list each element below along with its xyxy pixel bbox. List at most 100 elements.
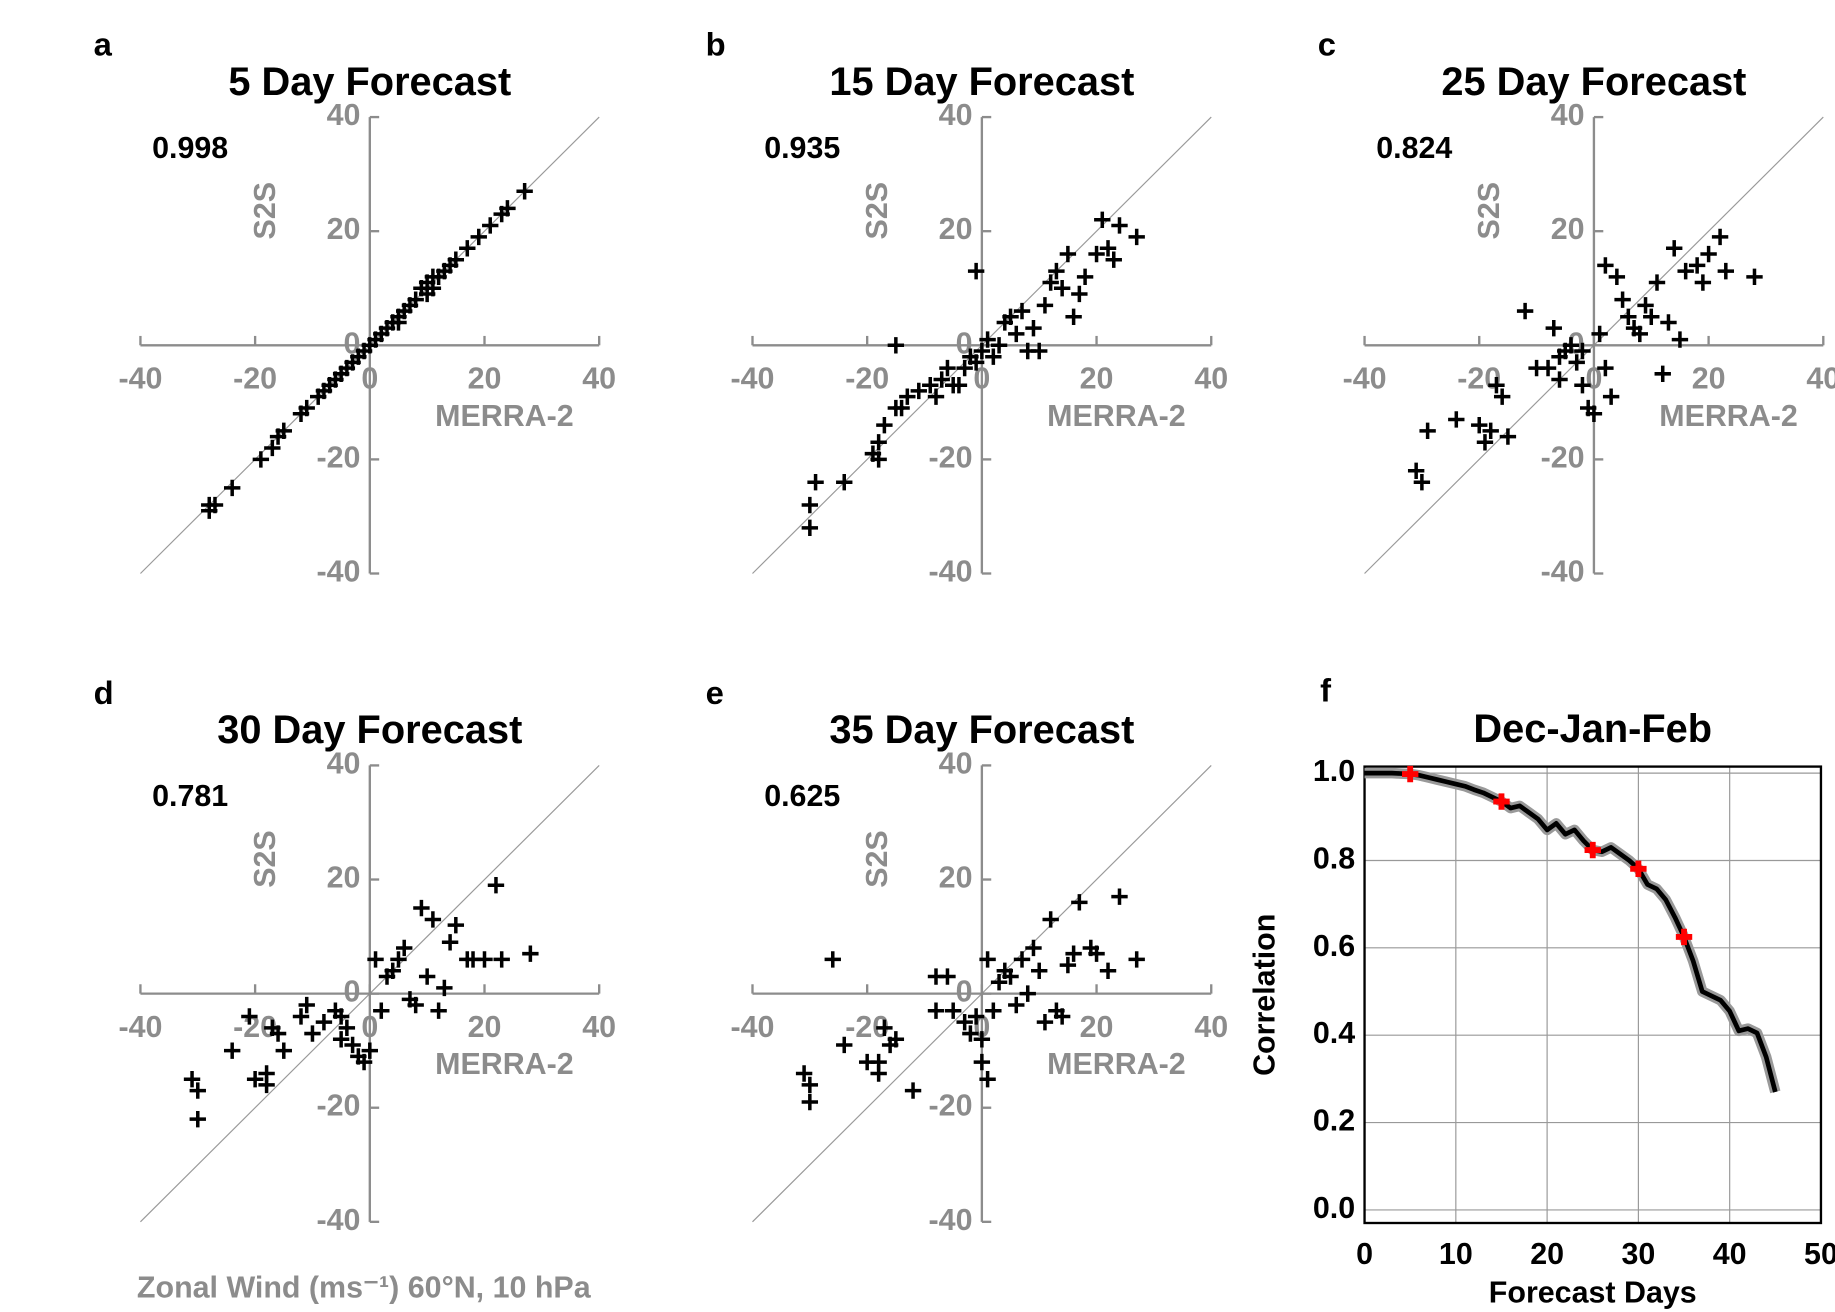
marker	[1008, 325, 1025, 343]
x-tick-label: 0	[1356, 1237, 1373, 1271]
y-tick-label: 0.4	[1313, 1016, 1355, 1050]
marker	[1574, 342, 1591, 360]
y-tick-label: 40	[939, 746, 973, 780]
marker	[801, 496, 819, 514]
marker	[223, 479, 241, 497]
marker	[396, 939, 413, 957]
panel-label: d	[94, 674, 114, 711]
marker	[516, 183, 533, 200]
annotation: 0.998	[152, 131, 228, 165]
chart-title: 25 Day Forecast	[1441, 60, 1746, 104]
marker	[1076, 268, 1094, 286]
y-tick-label: 0.6	[1313, 929, 1355, 963]
y-tick-label: 1.0	[1313, 754, 1355, 788]
marker	[424, 911, 442, 928]
chart-title: Dec-Jan-Feb	[1473, 707, 1712, 751]
marker	[258, 1076, 275, 1094]
marker	[1608, 268, 1626, 286]
x-tick-label: 20	[1692, 361, 1726, 395]
marker	[904, 1082, 922, 1099]
x-axis-label: MERRA-2	[1047, 1047, 1186, 1081]
x-tick-label: 40	[582, 1010, 616, 1044]
x-tick-label: 40	[1713, 1237, 1747, 1271]
marker	[927, 388, 945, 405]
y-tick-label: 20	[939, 212, 973, 246]
marker	[298, 399, 315, 417]
marker	[436, 979, 453, 997]
marker	[1574, 377, 1591, 394]
marker	[1591, 325, 1608, 343]
marker	[973, 342, 991, 360]
marker	[887, 337, 905, 354]
marker	[1660, 314, 1677, 331]
y-axis-label: S2S	[860, 830, 894, 887]
marker	[836, 474, 853, 491]
marker	[1088, 245, 1105, 263]
marker	[1562, 337, 1580, 354]
marker	[367, 951, 384, 968]
marker	[384, 962, 401, 979]
marker	[407, 291, 424, 308]
marker	[1111, 888, 1128, 905]
marker	[1597, 257, 1614, 274]
marker	[1471, 416, 1488, 434]
marker	[1585, 405, 1603, 422]
y-tick-label: 0.8	[1313, 842, 1355, 876]
marker	[990, 974, 1008, 991]
marker	[407, 996, 424, 1014]
y-tick-label: -40	[316, 1203, 360, 1237]
marker	[183, 1071, 201, 1088]
marker	[1105, 251, 1122, 268]
marker	[956, 359, 973, 377]
x-tick-label: 40	[1806, 361, 1835, 395]
x-axis-label: MERRA-2	[1047, 399, 1186, 433]
marker	[264, 439, 281, 457]
marker	[1666, 240, 1683, 257]
panel-label: f	[1320, 672, 1331, 709]
x-tick-label: -40	[731, 1010, 775, 1044]
marker	[1620, 308, 1637, 325]
marker	[870, 451, 887, 468]
x-tick-label: 20	[1080, 1010, 1114, 1044]
marker	[1717, 262, 1735, 280]
marker	[1025, 319, 1042, 337]
x-tick-label: 20	[468, 361, 502, 395]
x-tick-label: 40	[1194, 361, 1228, 395]
marker	[985, 1002, 1002, 1019]
marker	[418, 968, 436, 985]
marker	[870, 1065, 887, 1082]
marker	[447, 916, 465, 934]
panel-label: e	[706, 674, 724, 711]
marker	[801, 1076, 819, 1094]
x-tick-label: 40	[582, 361, 616, 395]
marker	[956, 1013, 973, 1031]
y-tick-label: 20	[327, 861, 361, 895]
annotation: 0.781	[152, 779, 228, 813]
marker	[1053, 280, 1071, 297]
marker	[441, 934, 459, 951]
x-tick-label: -40	[118, 361, 162, 395]
marker	[476, 951, 493, 968]
marker	[950, 377, 968, 394]
chart-title: 15 Day Forecast	[829, 60, 1134, 104]
marker	[973, 1053, 991, 1071]
marker	[1019, 985, 1036, 1002]
marker	[990, 337, 1008, 354]
marker	[1602, 388, 1620, 405]
plot-frame	[1363, 765, 1823, 1225]
marker	[973, 1031, 991, 1048]
marker	[1413, 474, 1431, 491]
line-halo	[1364, 767, 1781, 1094]
x-tick-label: 40	[1194, 1010, 1228, 1044]
marker	[482, 217, 499, 234]
marker	[1013, 951, 1031, 968]
highlight-marker	[1401, 765, 1419, 783]
marker	[1048, 262, 1065, 280]
marker	[1654, 365, 1671, 383]
marker	[390, 314, 407, 331]
y-tick-label: 20	[1551, 212, 1585, 246]
marker	[1688, 257, 1706, 274]
marker	[275, 1042, 292, 1059]
chart-title: 35 Day Forecast	[829, 708, 1134, 752]
y-axis-label: S2S	[1472, 182, 1506, 239]
